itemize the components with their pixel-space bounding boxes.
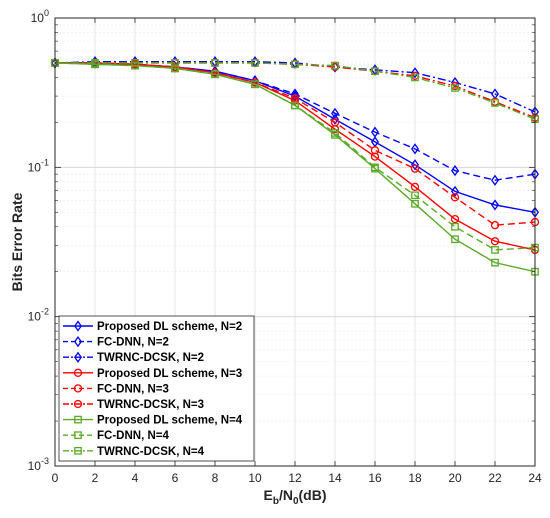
legend-item: FC-DNN, N=2 [63,335,169,349]
data-point [331,107,339,119]
legend-marker [73,368,83,377]
data-point [371,67,379,76]
data-point [451,76,459,89]
ticks [54,17,536,467]
legend-label: TWRNC-DCSK, N=3 [97,399,204,411]
x-tick-label: 4 [132,471,139,485]
data-point [450,193,460,202]
y-tick-label: 10-2 [28,307,49,324]
legend-item: Proposed DL scheme, N=4 [63,415,243,427]
y-tick-label: 100 [31,8,49,25]
legend-item: FC-DNN, N=4 [63,430,169,442]
legend-marker [74,351,82,363]
data-point [411,199,419,208]
x-axis-label: Eb/N0(dB) [263,487,326,507]
data-point [451,235,459,244]
data-point [411,73,419,82]
x-tick-label: 8 [212,471,219,485]
legend-marker [73,384,83,393]
data-point [490,221,500,230]
legend-label: Proposed DL scheme, N=3 [97,368,242,380]
x-tick-label: 2 [92,471,99,485]
legend-item: Proposed DL scheme, N=2 [63,320,242,333]
x-tick-label: 20 [448,471,462,485]
x-tick-label: 22 [488,471,502,485]
data-point [410,164,420,173]
legend-marker [74,446,82,455]
data-point [131,59,139,67]
legend-item: TWRNC-DCSK, N=4 [63,446,205,458]
data-point [410,182,420,192]
legend-label: Proposed DL scheme, N=2 [97,321,242,333]
x-tick-label: 24 [528,471,542,485]
legend: Proposed DL scheme, N=2 FC-DNN, N=2 TWRNC-… [58,315,255,462]
data-point [331,61,339,70]
legend-label: FC-DNN, N=3 [97,383,169,395]
x-tick-labels: 0 2 4 6 8 10 12 14 16 18 20 22 24 [52,471,542,485]
data-point [411,143,419,155]
legend-label: Proposed DL scheme, N=4 [97,415,243,427]
data-point [251,80,259,89]
data-point [330,118,340,127]
data-point [370,152,380,161]
data-point [371,126,379,138]
data-point [491,258,499,267]
legend-marker [74,335,82,348]
data-point [331,129,339,137]
data-point [171,64,179,73]
legend-marker [74,431,82,440]
legend-item: TWRNC-DCSK, N=2 [63,351,204,364]
y-axis-label: Bits Error Rate [9,192,25,291]
data-point [171,59,179,67]
legend-item: Proposed DL scheme, N=3 [63,368,242,380]
data-point [450,214,460,224]
data-point [451,165,459,177]
legend-label: TWRNC-DCSK, N=2 [97,352,204,364]
x-tick-label: 0 [52,471,59,485]
data-point [411,191,419,200]
data-point [291,101,299,110]
data-point [331,113,339,125]
data-point [491,199,499,211]
data-point [490,237,500,246]
legend-marker [74,415,82,424]
x-tick-label: 14 [328,471,342,485]
legend-label: FC-DNN, N=4 [97,430,169,442]
data-point [451,84,459,92]
data-point [491,174,499,186]
legend-item: TWRNC-DCSK, N=3 [63,399,204,411]
data-point [371,163,379,172]
series-line [55,62,536,226]
legend-label: TWRNC-DCSK, N=4 [97,446,205,458]
data-point [411,159,419,171]
x-tick-label: 16 [368,471,382,485]
data-point [491,99,499,107]
y-tick-labels: 100 10-1 10-2 10-3 [28,8,49,473]
legend-item: FC-DNN, N=3 [63,383,169,395]
x-tick-label: 10 [248,471,262,485]
y-tick-label: 10-3 [28,456,49,473]
data-point [451,222,459,231]
x-tick-label: 12 [288,471,302,485]
series-group [50,56,540,276]
data-point [291,60,299,69]
series-line [55,62,536,120]
data-point [491,246,499,254]
data-point [370,146,380,155]
x-tick-label: 18 [408,471,422,485]
legend-marker [73,399,83,409]
data-point [91,59,99,67]
data-point [211,59,219,67]
x-tick-label: 6 [172,471,179,485]
data-point [211,70,219,79]
data-point [251,59,259,67]
legend-label: FC-DNN, N=2 [97,337,169,349]
data-point [411,67,419,79]
y-tick-label: 10-1 [28,157,49,174]
data-point [451,185,459,198]
legend-marker [74,320,82,332]
